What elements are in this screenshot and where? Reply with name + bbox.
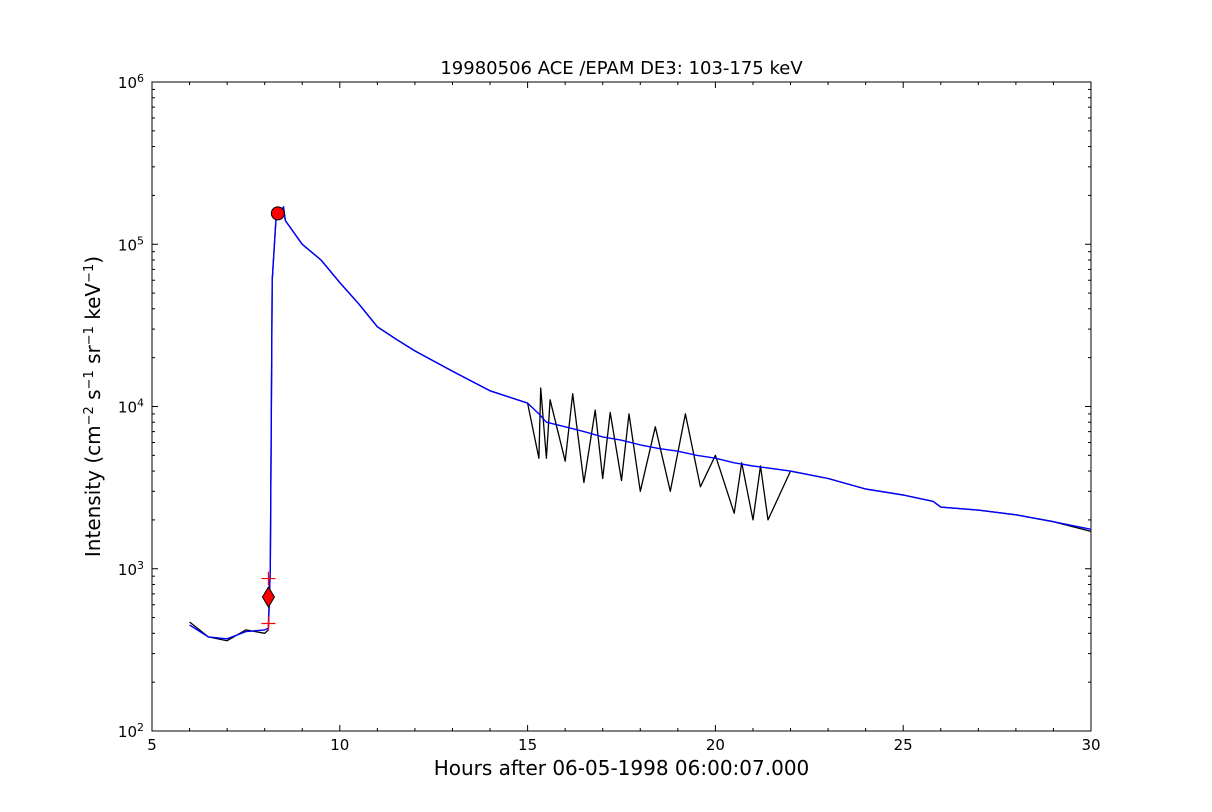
y-axis-label-s: s [81, 389, 105, 406]
x-tick-label: 5 [147, 736, 157, 754]
series-line-raw [189, 206, 1092, 642]
y-tick-label: 103 [118, 558, 144, 579]
tick-layer: 5 10 15 20 25 30 102 103 104 105 106 [118, 72, 1101, 755]
marker-onset [261, 585, 276, 608]
y-tick-label: 105 [118, 234, 144, 255]
y-tick-label: 102 [118, 721, 144, 742]
y-axis-label-kev-exp: −1 [82, 264, 97, 283]
y-axis-label-s-exp: −1 [82, 370, 97, 389]
y-axis-label-suffix: ) [81, 256, 105, 264]
marker-onset-upper [261, 571, 276, 586]
y-axis-label-sr-exp: −1 [82, 326, 97, 345]
x-tick-label: 25 [894, 736, 913, 754]
plot-area [151, 81, 1092, 732]
series-line-smoothed [189, 206, 1092, 640]
marker-peak [270, 206, 285, 221]
y-axis-label-kev: keV [81, 283, 105, 327]
chart-title: 19980506 ACE /EPAM DE3: 103-175 keV [440, 58, 803, 79]
y-tick-label: 106 [118, 72, 144, 93]
marker-onset-lower [261, 616, 276, 631]
x-tick-label: 10 [330, 736, 349, 754]
x-tick-label: 30 [1081, 736, 1100, 754]
x-tick-label: 20 [706, 736, 725, 754]
y-axis-label: Intensity (cm−2 s−1 sr−1 keV−1) [81, 256, 105, 557]
marker-layer [261, 206, 285, 631]
x-tick-label: 15 [518, 736, 537, 754]
y-axis-label-cm-exp: −2 [82, 406, 97, 425]
x-axis-label: Hours after 06-05-1998 06:00:07.000 [434, 756, 810, 780]
y-axis-label-prefix: Intensity (cm [81, 425, 105, 557]
series-layer [189, 206, 1092, 642]
y-axis-label-sr: sr [81, 344, 105, 370]
y-tick-label: 104 [118, 396, 144, 417]
